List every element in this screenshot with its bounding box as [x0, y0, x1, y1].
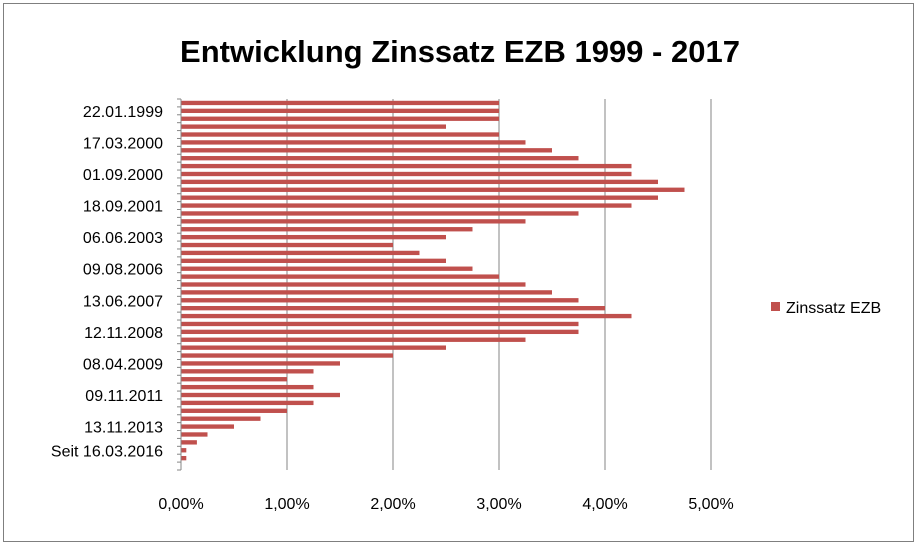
y-tick-label: 01.09.2000 — [83, 167, 163, 184]
bar — [181, 298, 579, 303]
y-tick-label: 18.09.2001 — [83, 199, 163, 216]
x-tick-labels: 0,00% 1,00% 2,00% 3,00% 4,00% 5,00% — [158, 496, 733, 513]
bar — [181, 274, 499, 279]
bar — [181, 108, 499, 114]
bar — [181, 455, 187, 461]
bar — [181, 100, 499, 106]
bar — [181, 377, 287, 382]
bar — [181, 440, 197, 445]
x-tick-label: 0,00% — [158, 496, 203, 513]
x-tick-label: 2,00% — [370, 496, 415, 513]
x-tick-label: 1,00% — [264, 496, 309, 513]
y-tick-label: Seit 16.03.2016 — [51, 443, 163, 460]
legend-swatch — [771, 302, 780, 311]
bar — [181, 353, 393, 358]
bars — [181, 100, 685, 461]
bar — [181, 392, 340, 398]
bar — [181, 250, 420, 256]
bar — [181, 361, 340, 366]
bar — [181, 432, 208, 437]
bar — [181, 124, 446, 129]
bar — [181, 156, 579, 161]
y-tick-label: 06.06.2003 — [83, 230, 163, 247]
x-tick-label: 3,00% — [476, 496, 521, 513]
bar — [181, 219, 526, 224]
bar — [181, 337, 526, 342]
y-tick-labels: 22.01.1999 17.03.2000 01.09.2000 18.09.2001… — [51, 104, 163, 460]
bar — [181, 408, 287, 413]
bar — [181, 116, 499, 121]
bar — [181, 234, 446, 240]
y-tick-label: 13.11.2013 — [84, 420, 163, 437]
bar — [181, 306, 605, 311]
bar — [181, 148, 552, 153]
bar — [181, 171, 632, 177]
y-tick-label: 09.08.2006 — [83, 262, 163, 279]
bar — [181, 400, 314, 406]
x-tick-label: 5,00% — [688, 496, 733, 513]
bar — [181, 163, 632, 169]
y-tick-label: 22.01.1999 — [83, 104, 163, 121]
axes — [177, 98, 182, 471]
bar — [181, 211, 579, 216]
bar — [181, 384, 314, 390]
bar — [181, 424, 234, 429]
legend: Zinssatz EZB — [771, 300, 881, 317]
bar — [181, 369, 314, 374]
x-tick-label: 4,00% — [582, 496, 627, 513]
bar — [181, 345, 446, 350]
bar — [181, 227, 473, 232]
bar — [181, 132, 499, 137]
bar — [181, 290, 552, 295]
chart-title: Entwicklung Zinssatz EZB 1999 - 2017 — [180, 34, 740, 69]
bar — [181, 203, 632, 208]
bar — [181, 329, 579, 335]
y-tick-label: 17.03.2000 — [83, 135, 163, 152]
bar — [181, 242, 393, 248]
y-tick-label: 09.11.2011 — [85, 388, 163, 405]
bar — [181, 313, 632, 319]
bar — [181, 448, 187, 453]
bar — [181, 179, 658, 185]
bar — [181, 321, 579, 327]
legend-label: Zinssatz EZB — [786, 300, 881, 317]
y-tick-label: 12.11.2008 — [84, 325, 163, 342]
chart-frame — [3, 3, 914, 542]
bar — [181, 140, 526, 145]
y-tick-label: 08.04.2009 — [83, 356, 163, 373]
bar — [181, 282, 526, 287]
bar — [181, 195, 658, 200]
y-tick-label: 13.06.2007 — [83, 293, 163, 310]
bar — [181, 266, 473, 271]
bar — [181, 258, 446, 263]
bar — [181, 416, 261, 421]
bar — [181, 187, 685, 192]
